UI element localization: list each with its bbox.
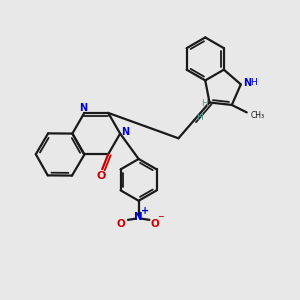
Text: H: H <box>196 113 203 122</box>
Text: CH₃: CH₃ <box>250 112 265 121</box>
Text: N: N <box>243 78 251 88</box>
Text: N: N <box>134 212 143 222</box>
Text: H: H <box>250 78 257 87</box>
Text: +: + <box>141 206 149 216</box>
Text: O: O <box>150 219 159 229</box>
Text: O: O <box>96 171 105 181</box>
Text: N: N <box>122 127 130 137</box>
Text: N: N <box>79 103 87 113</box>
Text: H: H <box>201 100 208 109</box>
Text: O: O <box>116 219 125 229</box>
Text: ⁻: ⁻ <box>157 213 164 226</box>
